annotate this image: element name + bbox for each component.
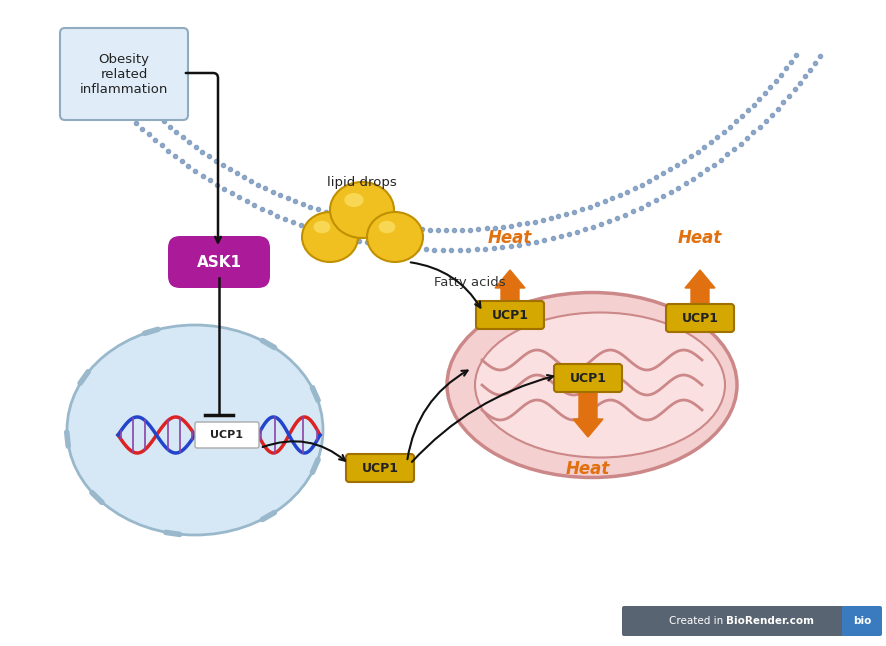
Ellipse shape — [301, 212, 358, 262]
Text: Created in: Created in — [668, 616, 726, 626]
FancyBboxPatch shape — [195, 422, 259, 448]
Text: UCP1: UCP1 — [491, 309, 528, 322]
FancyBboxPatch shape — [665, 304, 734, 332]
Text: Heat: Heat — [487, 229, 532, 247]
Text: Heat: Heat — [565, 460, 610, 478]
Text: ASK1: ASK1 — [197, 255, 241, 269]
Text: Obesity
related
inflammation: Obesity related inflammation — [80, 52, 168, 96]
FancyArrow shape — [572, 390, 602, 437]
Ellipse shape — [67, 325, 323, 535]
Text: UCP1: UCP1 — [210, 430, 244, 440]
FancyBboxPatch shape — [346, 454, 414, 482]
Ellipse shape — [344, 193, 363, 207]
Text: Fatty acids: Fatty acids — [433, 275, 505, 289]
Text: BioRender.com: BioRender.com — [726, 616, 813, 626]
FancyArrow shape — [494, 270, 525, 317]
Ellipse shape — [367, 212, 423, 262]
FancyArrow shape — [684, 270, 714, 317]
Text: UCP1: UCP1 — [680, 311, 718, 324]
Text: Heat: Heat — [677, 229, 721, 247]
FancyBboxPatch shape — [167, 236, 269, 288]
Ellipse shape — [447, 293, 736, 477]
FancyBboxPatch shape — [841, 606, 881, 636]
FancyBboxPatch shape — [60, 28, 188, 120]
FancyBboxPatch shape — [621, 606, 843, 636]
Ellipse shape — [475, 313, 724, 457]
Text: lipid drops: lipid drops — [327, 176, 396, 189]
Ellipse shape — [378, 221, 395, 233]
Text: UCP1: UCP1 — [361, 461, 398, 475]
Text: UCP1: UCP1 — [569, 371, 606, 384]
Ellipse shape — [314, 221, 330, 233]
Text: bio: bio — [851, 616, 870, 626]
FancyBboxPatch shape — [476, 301, 543, 329]
Ellipse shape — [330, 182, 393, 238]
FancyBboxPatch shape — [554, 364, 621, 392]
